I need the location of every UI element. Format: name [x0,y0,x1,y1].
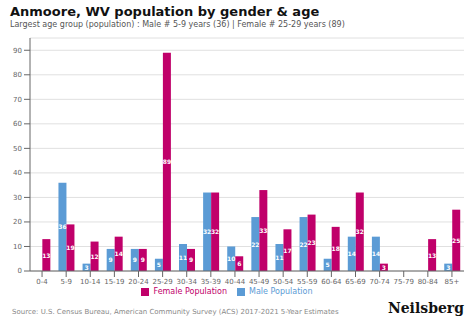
svg-text:45-49: 45-49 [249,278,269,286]
svg-text:9: 9 [133,256,137,263]
svg-text:40: 40 [13,169,22,177]
html-text:Female Population: Female Population [153,287,227,296]
svg-text:14: 14 [372,250,380,257]
svg-text:20: 20 [13,218,22,226]
svg-text:12: 12 [90,253,98,260]
svg-text:14: 14 [348,250,356,257]
html-text:Anmoore, WV population by gend: Anmoore, WV population by gender & age [10,4,320,19]
svg-text:33: 33 [259,227,267,234]
svg-text:85+: 85+ [445,278,460,286]
svg-text:17: 17 [283,247,291,254]
svg-text:32: 32 [202,228,212,236]
svg-text:11: 11 [179,254,187,261]
svg-text:9: 9 [141,256,145,263]
svg-text:0-4: 0-4 [36,278,48,286]
svg-text:32: 32 [211,228,219,235]
svg-text:50-54: 50-54 [273,278,294,286]
svg-text:70-74: 70-74 [369,278,390,286]
svg-text:9: 9 [189,256,193,263]
svg-text:65-69: 65-69 [345,278,365,286]
svg-text:3: 3 [84,264,88,271]
svg-text:40-44: 40-44 [225,278,246,286]
svg-text:3: 3 [382,264,386,271]
svg-text:80: 80 [13,71,22,79]
svg-text:18: 18 [331,245,339,252]
svg-text:6: 6 [237,260,241,267]
svg-text:89: 89 [163,158,171,165]
svg-text:55-59: 55-59 [297,278,317,286]
svg-text:10: 10 [13,243,22,251]
svg-text:60-64: 60-64 [321,278,342,286]
svg-text:22: 22 [251,241,259,248]
svg-text:14: 14 [114,250,122,257]
svg-text:5-9: 5-9 [60,278,71,286]
html-text:Source: U.S. Census Bureau, Am: Source: U.S. Census Bureau, American Com… [12,308,339,316]
svg-text:5: 5 [157,261,161,268]
svg-text:75-79: 75-79 [394,278,414,286]
svg-text:23: 23 [307,239,315,246]
svg-text:90: 90 [13,47,22,55]
svg-text:11: 11 [275,254,283,261]
svg-text:5: 5 [326,261,330,268]
html-text:Largest age group (population): Largest age group (population) : Male # … [10,20,345,29]
svg-text:15-19: 15-19 [104,278,124,286]
svg-text:19: 19 [66,244,74,251]
svg-text:10: 10 [227,255,235,262]
svg-text:10-14: 10-14 [80,278,101,286]
svg-text:3: 3 [446,264,450,271]
svg-text:70: 70 [13,96,22,104]
svg-text:13: 13 [428,252,436,259]
svg-text:0: 0 [18,267,22,275]
svg-text:60: 60 [13,120,22,128]
svg-text:36: 36 [58,223,66,230]
svg-text:20-24: 20-24 [128,278,149,286]
svg-text:32: 32 [356,228,364,235]
svg-text:30-34: 30-34 [177,278,198,286]
svg-text:25-29: 25-29 [152,278,172,286]
svg-text:13: 13 [42,252,50,259]
svg-text:9: 9 [109,256,113,263]
svg-text:50: 50 [13,145,22,153]
svg-text:22: 22 [299,240,308,248]
svg-text:25: 25 [452,237,460,244]
svg-text:80-84: 80-84 [418,278,439,286]
svg-text:35-39: 35-39 [201,278,221,286]
html-text:Male Population: Male Population [249,287,313,296]
html-text:Neilsberg: Neilsberg [387,300,464,316]
svg-text:30: 30 [13,194,22,202]
